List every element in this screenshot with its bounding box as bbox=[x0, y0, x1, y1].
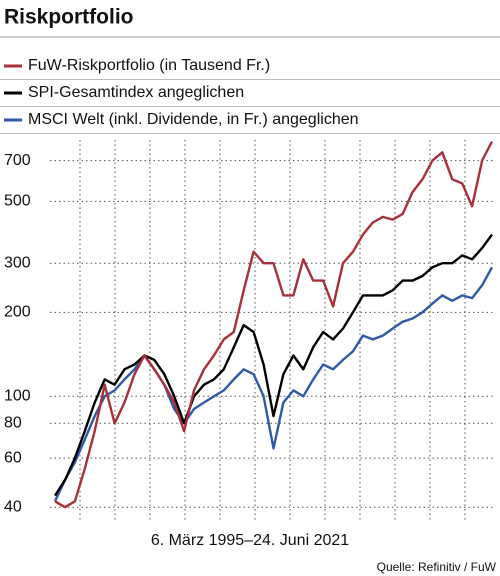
chart-title: Riskportfolio bbox=[4, 6, 134, 29]
y-tick-label: 300 bbox=[4, 254, 31, 271]
source: Quelle: Refinitiv / FuW bbox=[377, 560, 497, 574]
series-line bbox=[53, 266, 494, 502]
legend-label: MSCI Welt (inkl. Dividende, in Fr.) ange… bbox=[28, 111, 359, 128]
y-tick-label: 700 bbox=[4, 152, 31, 169]
x-axis-label: 6. März 1995–24. Juni 2021 bbox=[151, 532, 349, 549]
y-tick-label: 60 bbox=[4, 449, 22, 466]
y-tick-label: 500 bbox=[4, 193, 31, 210]
series-line bbox=[53, 233, 493, 497]
y-tick-label: 100 bbox=[4, 387, 31, 404]
y-tick-label: 200 bbox=[4, 304, 31, 321]
legend-label: SPI-Gesamtindex angeglichen bbox=[28, 84, 244, 101]
series-line bbox=[54, 140, 494, 509]
y-tick-label: 40 bbox=[4, 498, 22, 515]
legend-label: FuW-Riskportfolio (in Tausend Fr.) bbox=[28, 57, 270, 74]
y-tick-label: 80 bbox=[4, 415, 22, 432]
